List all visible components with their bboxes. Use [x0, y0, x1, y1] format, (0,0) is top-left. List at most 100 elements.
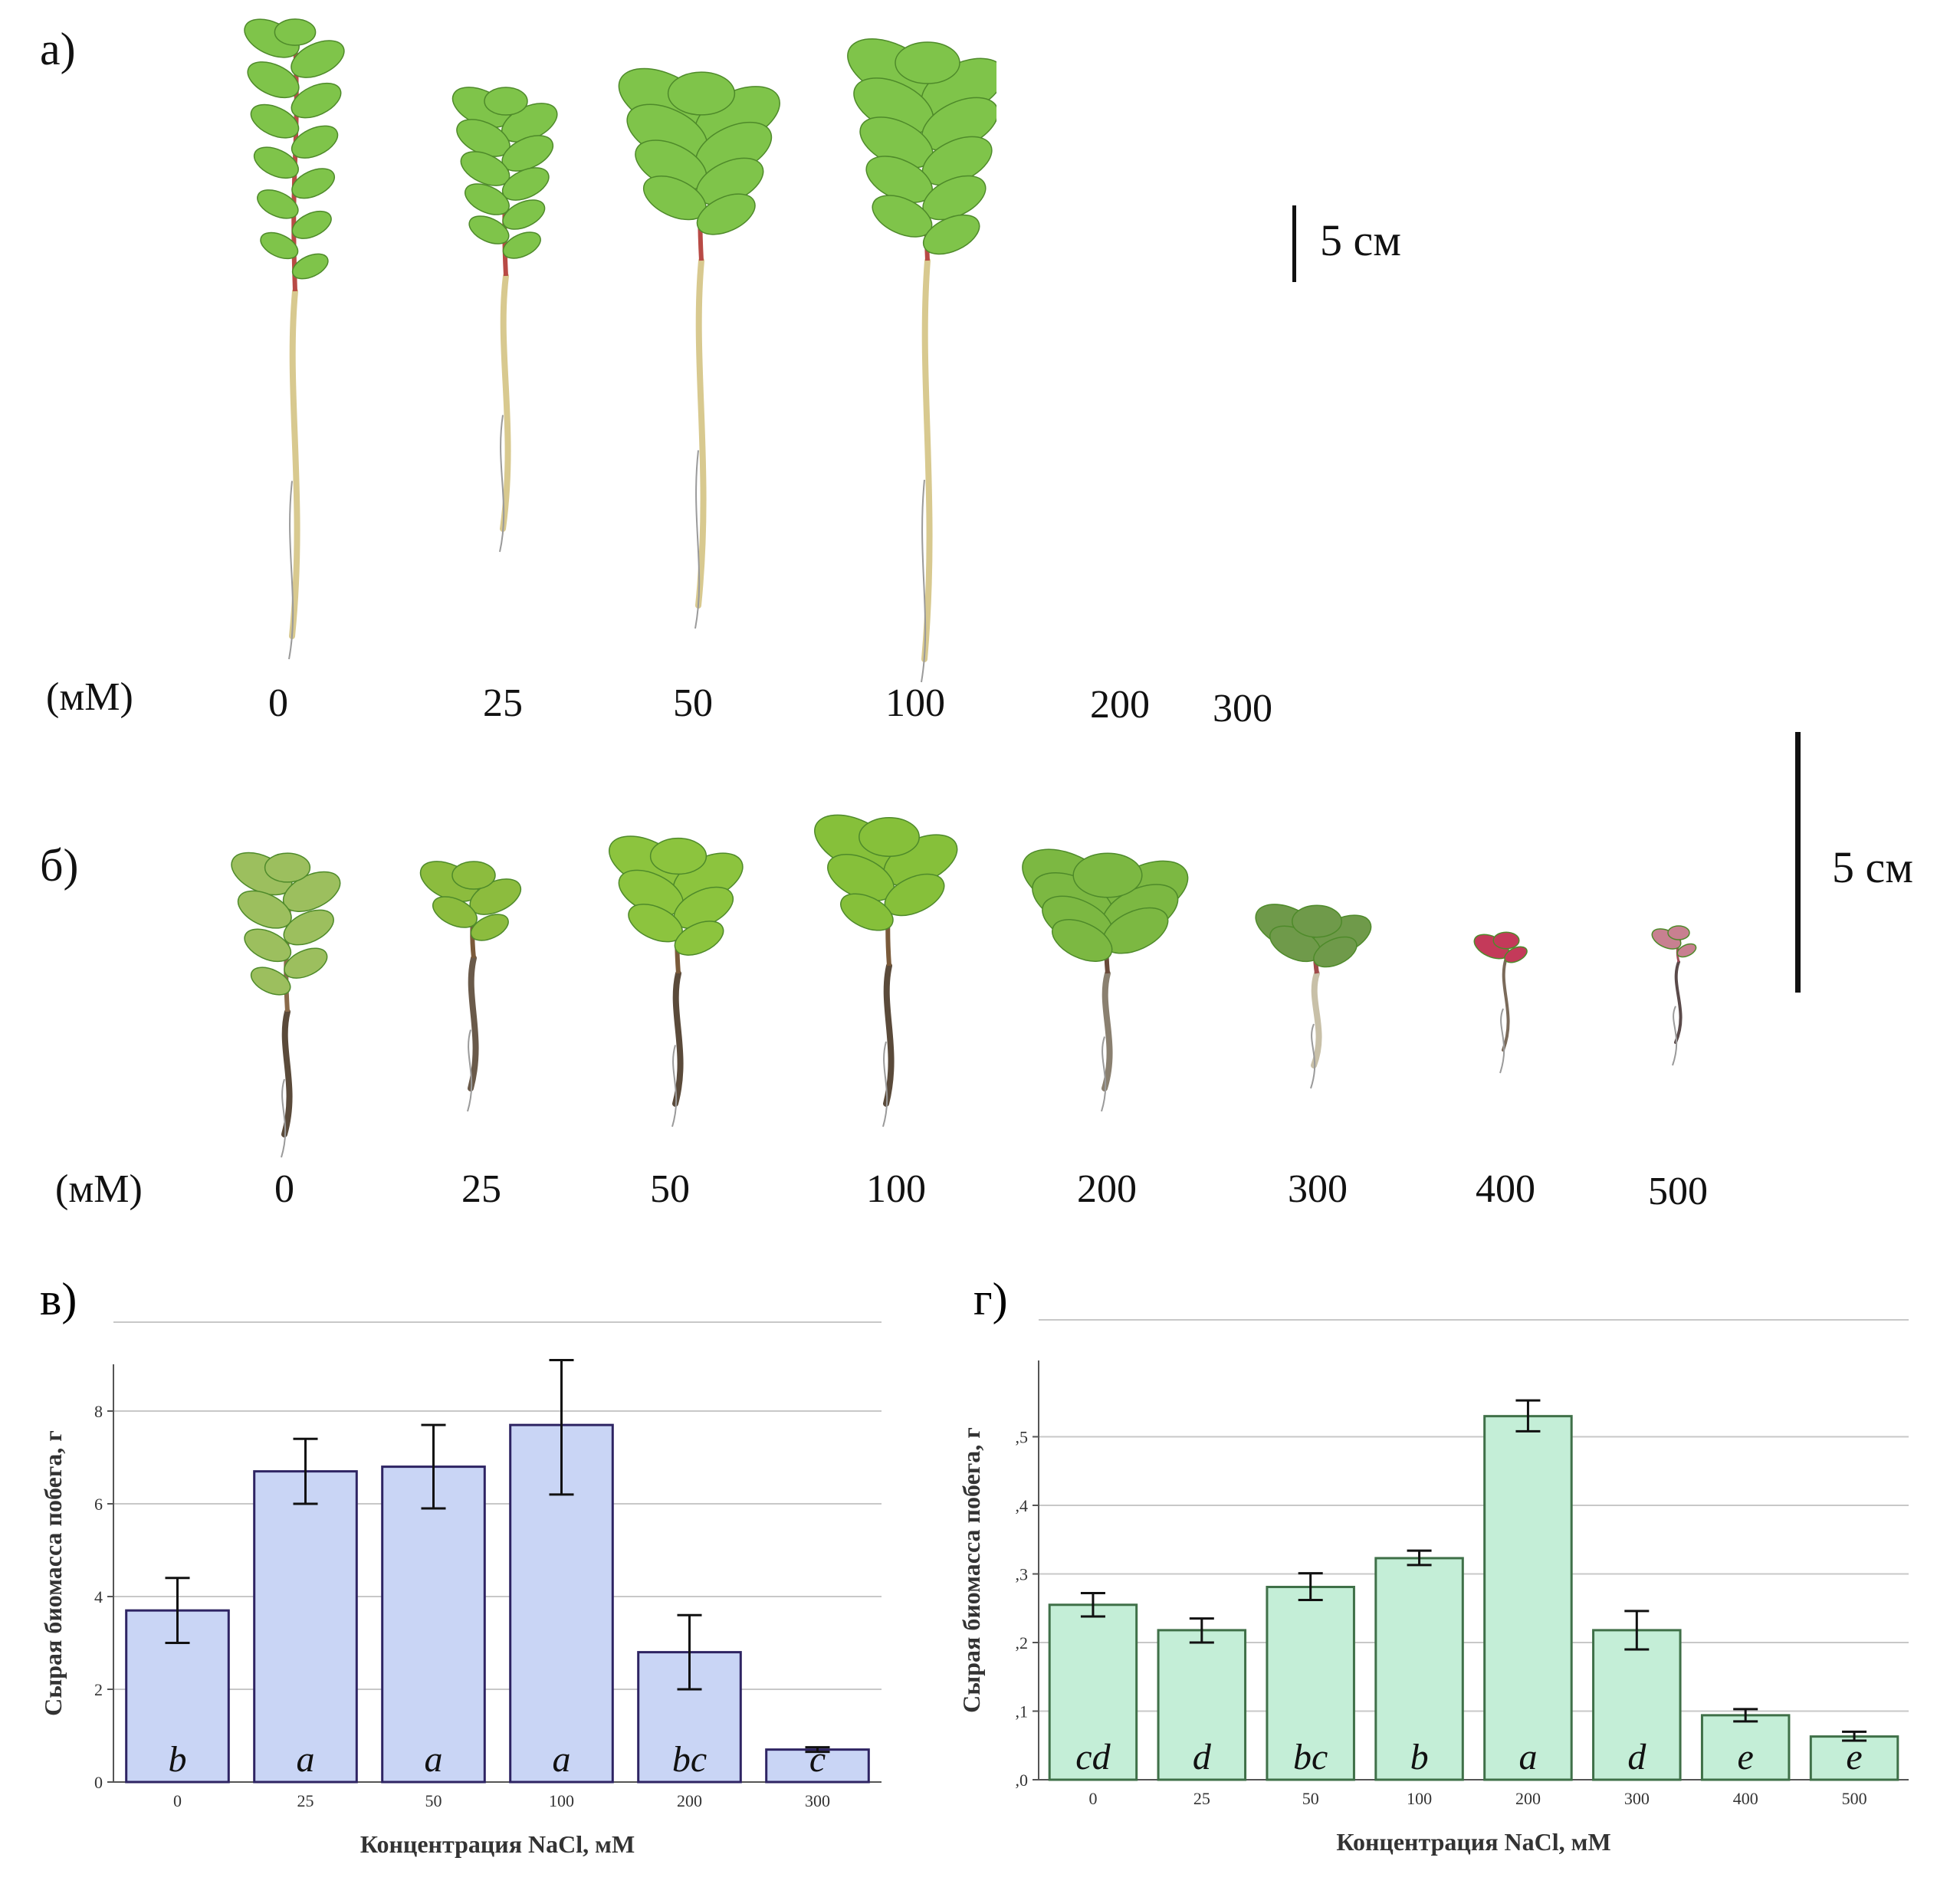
- y-tick-label: ,0: [1016, 1771, 1029, 1790]
- conc-a-4: 200: [1090, 683, 1150, 727]
- conc-a-5: 300: [1213, 687, 1272, 730]
- seedling-b-0: [231, 852, 341, 1158]
- leaf: [291, 168, 336, 199]
- bar-chart-g: г) ,0 ,1 ,2 ,3 ,4 ,5 cd 0 d 25 bc 50 b 100 a 200 d 300 e 400…: [957, 1274, 1909, 1856]
- x-tick-label: 0: [173, 1791, 182, 1810]
- unit-label-a: (мМ): [46, 675, 133, 719]
- leaf-top: [484, 87, 528, 116]
- panel-label: г): [973, 1274, 1008, 1324]
- leaf-top: [451, 861, 496, 890]
- x-tick-label: 50: [1302, 1789, 1319, 1808]
- significance-letter: cd: [1075, 1737, 1111, 1777]
- root-hair: [1310, 1023, 1316, 1089]
- leaf: [291, 210, 332, 239]
- bar-300: [765, 1748, 870, 1784]
- root-hair: [288, 481, 294, 660]
- significance-letter: bc: [672, 1739, 707, 1780]
- bar-50: [1266, 1586, 1355, 1781]
- root: [695, 258, 707, 609]
- conc-b-7: 500: [1648, 1170, 1708, 1213]
- root: [1311, 970, 1322, 1068]
- leaf: [1313, 936, 1358, 968]
- y-tick-label: ,1: [1016, 1702, 1029, 1721]
- leaf: [247, 61, 300, 99]
- leaf: [674, 921, 724, 956]
- y-tick-label: 8: [94, 1402, 103, 1421]
- conc-b-6: 400: [1476, 1167, 1535, 1211]
- bar-25: [1157, 1629, 1247, 1781]
- root-hair: [1101, 1036, 1107, 1112]
- seedling-photos-a: [244, 18, 996, 683]
- seedling-b-25: [419, 861, 522, 1112]
- seedling-b-50: [608, 835, 744, 1127]
- leaf-top: [1292, 904, 1342, 938]
- x-tick-label: 300: [1624, 1789, 1650, 1808]
- y-tick-label: 0: [94, 1773, 103, 1792]
- leaf-top: [1072, 852, 1143, 898]
- seedling-b-400: [1473, 931, 1528, 1074]
- y-tick-label: 4: [94, 1587, 103, 1607]
- root: [1502, 957, 1510, 1052]
- scale-bar-a: [1292, 205, 1296, 282]
- root-hair: [1672, 1006, 1678, 1066]
- y-axis-label: Сырая биомасса побега, г: [957, 1427, 985, 1713]
- conc-b-1: 25: [461, 1167, 501, 1211]
- leaf-top: [667, 71, 736, 116]
- y-tick-label: 6: [94, 1495, 103, 1514]
- y-tick-label: ,3: [1016, 1565, 1029, 1584]
- root-hair: [499, 415, 505, 553]
- root: [281, 1009, 293, 1137]
- leaf: [470, 914, 509, 941]
- significance-letter: a: [297, 1739, 315, 1780]
- leaf: [502, 231, 541, 259]
- leaf-top: [1492, 931, 1520, 950]
- conc-b-5: 300: [1288, 1167, 1348, 1211]
- bar-0: [1048, 1603, 1138, 1781]
- x-axis-label: Концентрация NaCl, мМ: [1336, 1828, 1610, 1856]
- leaf: [502, 199, 546, 230]
- leaf: [253, 146, 299, 179]
- leaf: [291, 82, 342, 119]
- root-hair: [921, 479, 927, 683]
- bar-200: [1483, 1415, 1573, 1781]
- leaf-top: [1667, 925, 1690, 940]
- y-tick-label: 2: [94, 1680, 103, 1699]
- significance-letter: a: [425, 1739, 443, 1780]
- leaf: [244, 928, 292, 963]
- x-tick-label: 200: [1515, 1789, 1541, 1808]
- root: [672, 970, 684, 1107]
- seedling-b-500: [1651, 925, 1697, 1066]
- y-axis-label: Сырая биомасса побега, г: [39, 1430, 67, 1716]
- x-tick-label: 200: [677, 1791, 702, 1810]
- significance-letter: d: [1627, 1737, 1646, 1777]
- x-tick-label: 100: [549, 1791, 574, 1810]
- leaf-top: [274, 18, 317, 46]
- leaf-top: [264, 852, 311, 883]
- panel-label-a: а): [40, 24, 76, 74]
- scale-label-b: 5 см: [1832, 842, 1913, 892]
- leaf: [1504, 946, 1528, 963]
- y-tick-label: ,2: [1016, 1633, 1029, 1652]
- x-tick-label: 300: [805, 1791, 830, 1810]
- leaf-top: [895, 41, 960, 84]
- bar-100: [1374, 1557, 1464, 1781]
- leaf: [432, 896, 478, 928]
- leaf: [1052, 919, 1113, 962]
- seedling-b-100: [814, 814, 958, 1127]
- seedling-a-50: [618, 67, 780, 629]
- leaf-top: [649, 837, 708, 875]
- seedling-a-0: [244, 18, 345, 660]
- leaf: [250, 967, 291, 996]
- significance-letter: a: [553, 1739, 571, 1780]
- seedling-b-300: [1255, 904, 1372, 1089]
- significance-letter: e: [1738, 1737, 1754, 1777]
- root: [500, 273, 511, 532]
- seedling-photos-b: [231, 814, 1697, 1158]
- conc-a-1: 25: [483, 681, 523, 725]
- conc-a-2: 50: [673, 681, 713, 725]
- conc-b-3: 100: [866, 1167, 926, 1211]
- root-hair: [281, 1078, 287, 1158]
- x-tick-label: 25: [297, 1791, 314, 1810]
- root: [1674, 960, 1683, 1044]
- leaf: [291, 40, 345, 78]
